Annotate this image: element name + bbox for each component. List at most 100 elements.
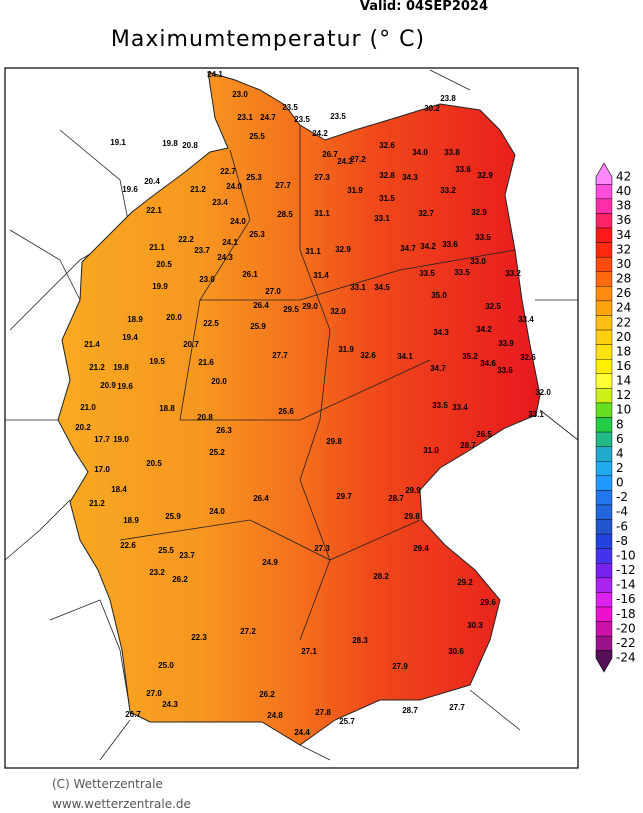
station-value: 32.0 bbox=[535, 388, 551, 397]
station-value: 32.5 bbox=[485, 302, 501, 311]
state-borders bbox=[119, 125, 516, 641]
station-value: 21.2 bbox=[190, 185, 206, 194]
colorbar-label: 36 bbox=[616, 213, 631, 227]
station-value: 21.4 bbox=[84, 340, 100, 349]
station-value: 27.0 bbox=[265, 287, 281, 296]
station-value: 25.7 bbox=[339, 717, 355, 726]
station-value: 19.8 bbox=[162, 139, 178, 148]
colorbar-segment bbox=[595, 388, 613, 404]
station-value: 24.1 bbox=[222, 238, 238, 247]
station-value: 19.9 bbox=[152, 282, 168, 291]
germany-temperature-field bbox=[57, 71, 541, 746]
station-value: 35.0 bbox=[431, 291, 447, 300]
station-value: 23.5 bbox=[330, 112, 346, 121]
station-value: 30.2 bbox=[424, 104, 440, 113]
station-value: 29.8 bbox=[404, 512, 420, 521]
colorbar-segment bbox=[595, 446, 613, 462]
colorbar-label: -10 bbox=[616, 548, 636, 562]
station-value: 28.2 bbox=[373, 572, 389, 581]
station-value: 22.5 bbox=[203, 319, 219, 328]
map bbox=[4, 67, 579, 769]
station-value: 18.4 bbox=[111, 485, 127, 494]
colorbar-segment bbox=[595, 315, 613, 331]
colorbar-segment bbox=[595, 373, 613, 389]
station-value: 27.0 bbox=[146, 689, 162, 698]
colorbar-label: -18 bbox=[616, 607, 636, 621]
station-value: 19.5 bbox=[149, 357, 165, 366]
station-value: 31.1 bbox=[305, 247, 321, 256]
station-value: 24.0 bbox=[230, 217, 246, 226]
station-value: 18.9 bbox=[127, 315, 143, 324]
colorbar: 424038363432302826242220181614121086420-… bbox=[595, 162, 636, 673]
station-value: 33.5 bbox=[475, 233, 491, 242]
colorbar-label: -6 bbox=[616, 519, 628, 533]
station-value: 24.2 bbox=[312, 129, 328, 138]
station-value: 33.5 bbox=[454, 268, 470, 277]
colorbar-segment bbox=[595, 184, 613, 200]
station-value: 35.2 bbox=[462, 352, 478, 361]
station-value: 25.2 bbox=[209, 448, 225, 457]
colorbar-label: 38 bbox=[616, 199, 631, 213]
station-value: 25.0 bbox=[158, 661, 174, 670]
station-value: 32.7 bbox=[418, 209, 434, 218]
station-value: 27.7 bbox=[449, 703, 465, 712]
station-value: 33.0 bbox=[470, 257, 486, 266]
colorbar-segment bbox=[595, 329, 613, 345]
station-value: 23.8 bbox=[440, 94, 456, 103]
station-value: 26.2 bbox=[259, 690, 275, 699]
station-value: 33.4 bbox=[518, 315, 534, 324]
colorbar-segment bbox=[595, 256, 613, 272]
station-value: 27.7 bbox=[275, 181, 291, 190]
colorbar-segment bbox=[595, 592, 613, 608]
colorbar-label: -2 bbox=[616, 490, 628, 504]
station-value: 21.2 bbox=[89, 499, 105, 508]
station-value: 24.2 bbox=[337, 157, 353, 166]
colorbar-segment bbox=[595, 461, 613, 477]
station-value: 23.1 bbox=[237, 113, 253, 122]
station-value: 19.8 bbox=[113, 363, 129, 372]
station-value: 26.4 bbox=[253, 494, 269, 503]
station-value: 24.7 bbox=[260, 113, 276, 122]
colorbar-label: -8 bbox=[616, 534, 628, 548]
colorbar-label: 20 bbox=[616, 330, 631, 344]
station-value: 19.4 bbox=[122, 333, 138, 342]
station-value: 28.3 bbox=[352, 636, 368, 645]
colorbar-segment bbox=[595, 213, 613, 229]
colorbar-label: -16 bbox=[616, 592, 636, 606]
station-value: 32.6 bbox=[520, 353, 536, 362]
station-value: 24.1 bbox=[207, 70, 223, 79]
station-value: 33.1 bbox=[374, 214, 390, 223]
station-value: 33.6 bbox=[442, 240, 458, 249]
station-value: 26.6 bbox=[278, 407, 294, 416]
station-value: 28.7 bbox=[402, 706, 418, 715]
station-value: 33.1 bbox=[350, 283, 366, 292]
colorbar-label: 2 bbox=[616, 461, 624, 475]
station-value: 34.6 bbox=[480, 359, 496, 368]
station-value: 25.5 bbox=[158, 546, 174, 555]
station-value: 30.3 bbox=[467, 621, 483, 630]
station-value: 24.8 bbox=[267, 711, 283, 720]
station-value: 31.1 bbox=[314, 209, 330, 218]
colorbar-label: 30 bbox=[616, 257, 631, 271]
colorbar-segment bbox=[595, 300, 613, 316]
station-value: 30.6 bbox=[448, 647, 464, 656]
station-value: 33.9 bbox=[498, 339, 514, 348]
colorbar-label: 40 bbox=[616, 184, 631, 198]
station-value: 29.5 bbox=[283, 305, 299, 314]
station-value: 22.1 bbox=[146, 206, 162, 215]
colorbar-label: 6 bbox=[616, 432, 624, 446]
station-value: 33.6 bbox=[455, 165, 471, 174]
station-value: 26.7 bbox=[322, 150, 338, 159]
colorbar-label: 4 bbox=[616, 446, 624, 460]
station-value: 24.4 bbox=[294, 728, 310, 737]
station-value: 27.2 bbox=[350, 155, 366, 164]
station-value: 28.7 bbox=[460, 441, 476, 450]
station-value: 34.0 bbox=[412, 148, 428, 157]
colorbar-label: 26 bbox=[616, 286, 631, 300]
station-value: 32.6 bbox=[360, 351, 376, 360]
colorbar-segment bbox=[595, 344, 613, 360]
station-value: 33.6 bbox=[497, 366, 513, 375]
colorbar-label: 24 bbox=[616, 301, 631, 315]
station-values: 24.1 23.0 23.5 24.7 23.1 23.5 23.5 23.830.2 19.1… bbox=[75, 70, 551, 737]
station-value: 20.8 bbox=[182, 141, 198, 150]
